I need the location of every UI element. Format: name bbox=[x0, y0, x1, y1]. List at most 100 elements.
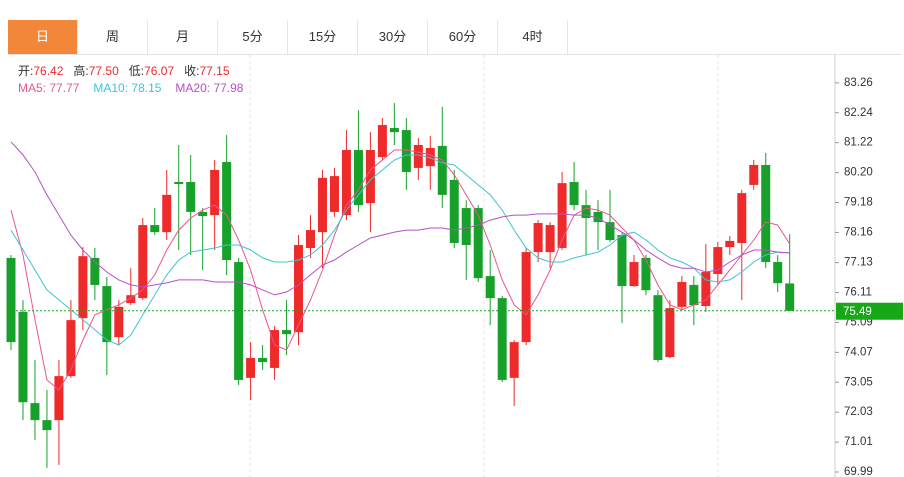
candle-body bbox=[509, 342, 519, 378]
ma-legend: MA20: 77.98 bbox=[175, 81, 244, 95]
candle-body bbox=[389, 128, 399, 133]
candle-body bbox=[485, 276, 495, 299]
candle-body bbox=[66, 320, 76, 377]
candle-body bbox=[401, 130, 411, 173]
candle-body bbox=[449, 179, 459, 243]
ohlc-value: 76.07 bbox=[144, 64, 175, 78]
candle-body bbox=[725, 240, 735, 248]
candle-body bbox=[162, 194, 172, 233]
candle-body bbox=[102, 286, 112, 343]
candle-body bbox=[186, 181, 196, 212]
candle-body bbox=[473, 208, 483, 279]
ma-line bbox=[10, 154, 790, 346]
candle-body bbox=[18, 311, 28, 403]
candle-body bbox=[641, 257, 651, 291]
tab[interactable]: 60分 bbox=[428, 20, 498, 54]
y-tick-label: 69.99 bbox=[844, 466, 873, 477]
candle-body bbox=[42, 420, 52, 431]
candle-body bbox=[653, 295, 663, 360]
candle-body bbox=[617, 235, 627, 287]
candle-body bbox=[605, 222, 615, 241]
ohlc-item: 收:77.15 bbox=[184, 64, 237, 78]
current-price-box bbox=[836, 302, 903, 320]
ma-line bbox=[10, 141, 790, 296]
candle-body bbox=[78, 256, 88, 319]
candle-body bbox=[258, 357, 268, 363]
candle-body bbox=[629, 262, 639, 287]
candle-body bbox=[437, 145, 447, 195]
y-tick-label: 77.13 bbox=[844, 257, 873, 269]
candle-body bbox=[282, 330, 292, 335]
y-tick-label: 78.16 bbox=[844, 226, 873, 238]
tab[interactable]: 15分 bbox=[288, 20, 358, 54]
candle-body bbox=[593, 211, 603, 223]
y-tick-label: 83.26 bbox=[844, 77, 873, 89]
candle-body bbox=[270, 330, 280, 368]
y-tick-label: 82.24 bbox=[844, 107, 873, 119]
candle-body bbox=[713, 247, 723, 275]
tab-bar: 日周月 5分 15分 30分 60分 4时 bbox=[8, 20, 902, 55]
candle-body bbox=[329, 176, 339, 212]
tab[interactable]: 4时 bbox=[498, 20, 568, 54]
candle-body bbox=[317, 177, 327, 233]
tab[interactable]: 月 bbox=[148, 20, 218, 54]
tab[interactable]: 30分 bbox=[358, 20, 428, 54]
current-price-label: 75.49 bbox=[843, 306, 872, 318]
candle-body bbox=[533, 223, 543, 253]
ma-row: MA5: 77.77 MA10: 78.15 MA20: 77.98 bbox=[18, 80, 257, 97]
candle-body bbox=[126, 295, 136, 304]
candle-body bbox=[677, 281, 687, 307]
candles bbox=[6, 103, 795, 468]
candle-body bbox=[54, 376, 64, 421]
candle-body bbox=[497, 298, 507, 380]
ohlc-value: 77.15 bbox=[199, 64, 230, 78]
candle-body bbox=[665, 308, 675, 358]
candle-body bbox=[749, 164, 759, 185]
candle-body bbox=[425, 147, 435, 167]
candle-body bbox=[773, 262, 783, 284]
ma-line bbox=[10, 149, 791, 391]
candle-body bbox=[306, 230, 315, 248]
candle-body bbox=[294, 245, 304, 333]
ma-legend: MA5: 77.77 bbox=[18, 81, 80, 95]
y-tick-label: 80.20 bbox=[844, 167, 873, 179]
info-panel: 开:76.42 高:77.50 低:76.07 收:77.15 MA5: 77.77 M… bbox=[18, 63, 257, 97]
ohlc-item: 低:76.07 bbox=[129, 64, 182, 78]
candle-body bbox=[341, 150, 351, 216]
ohlc-item: 高:77.50 bbox=[73, 64, 126, 78]
ohlc-value: 77.50 bbox=[88, 64, 119, 78]
candle-body bbox=[545, 225, 555, 253]
ohlc-item: 开:76.42 bbox=[18, 64, 71, 78]
candle-body bbox=[30, 403, 40, 421]
y-tick-label: 71.01 bbox=[844, 436, 873, 448]
candle-body bbox=[246, 357, 256, 378]
candle-body bbox=[234, 262, 244, 380]
candle-body bbox=[737, 193, 747, 243]
ohlc-row: 开:76.42 高:77.50 低:76.07 收:77.15 bbox=[18, 63, 257, 80]
candle-body bbox=[761, 164, 771, 263]
candle-body bbox=[701, 272, 711, 307]
candle-body bbox=[6, 257, 16, 343]
candle-body bbox=[90, 257, 100, 285]
tab[interactable]: 周 bbox=[78, 20, 148, 54]
candle-body bbox=[569, 181, 579, 206]
ohlc-label: 低: bbox=[128, 64, 145, 78]
ohlc-label: 开: bbox=[18, 64, 34, 78]
candle-body bbox=[365, 150, 375, 204]
tab[interactable]: 5分 bbox=[218, 20, 288, 54]
candle-body bbox=[557, 183, 567, 248]
ohlc-label: 高: bbox=[73, 64, 89, 78]
candle-body bbox=[785, 283, 795, 311]
y-tick-label: 79.18 bbox=[844, 197, 873, 209]
candle-body bbox=[377, 125, 387, 158]
candle-body bbox=[210, 169, 220, 216]
y-tick-label: 76.11 bbox=[844, 287, 872, 299]
tab[interactable]: 日 bbox=[8, 20, 78, 54]
candle-body bbox=[174, 181, 184, 185]
ohlc-label: 收: bbox=[184, 64, 200, 78]
candle-body bbox=[353, 150, 363, 206]
y-tick-label: 72.03 bbox=[844, 406, 873, 418]
candle-body bbox=[581, 205, 591, 219]
